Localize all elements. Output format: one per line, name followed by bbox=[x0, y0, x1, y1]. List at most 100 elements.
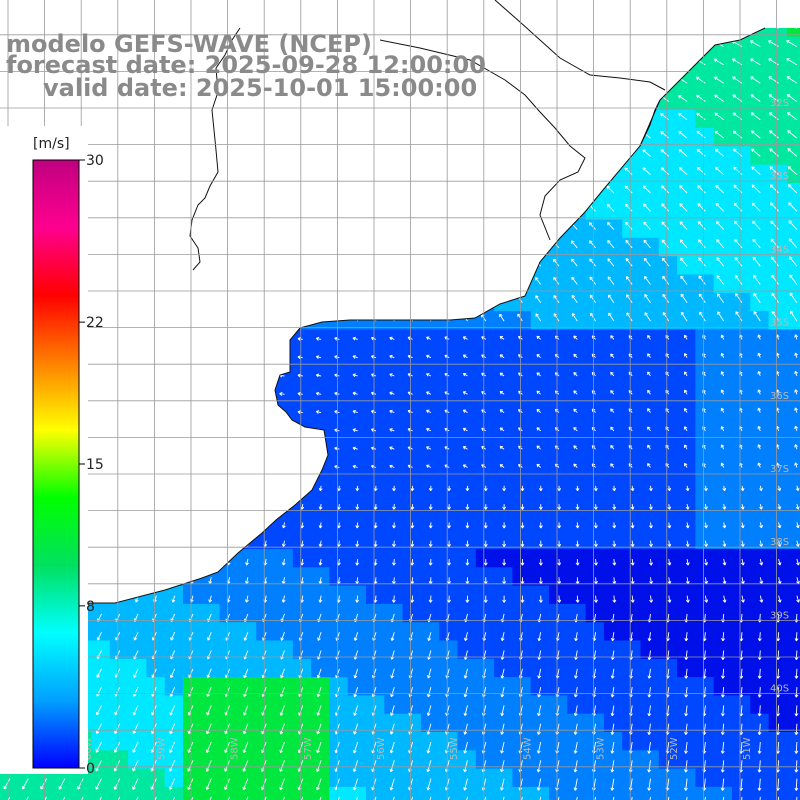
wind-arrow bbox=[245, 485, 250, 492]
field-cell bbox=[146, 146, 166, 166]
field-cell bbox=[329, 494, 349, 513]
field-cell bbox=[201, 329, 221, 349]
wind-arrow bbox=[777, 558, 782, 566]
field-cell bbox=[201, 695, 221, 715]
wind-arrow bbox=[624, 131, 633, 139]
wind-arrow bbox=[352, 464, 358, 469]
field-cell bbox=[292, 439, 312, 459]
wind-arrow bbox=[684, 426, 688, 432]
wind-arrow bbox=[462, 464, 468, 468]
wind-arrow bbox=[169, 723, 176, 735]
wind-arrow bbox=[496, 41, 505, 47]
wind-arrow bbox=[462, 336, 468, 340]
field-cell bbox=[512, 567, 532, 587]
wind-arrow bbox=[132, 447, 139, 452]
field-cell bbox=[366, 494, 385, 513]
valid-date: valid date: 2025-10-01 15:00:00 bbox=[43, 74, 478, 102]
field-cell bbox=[439, 603, 459, 623]
field-cell bbox=[384, 512, 404, 532]
field-cell bbox=[677, 494, 696, 513]
field-cell bbox=[128, 366, 147, 385]
field-cell bbox=[256, 311, 276, 330]
field-cell bbox=[512, 73, 532, 93]
field-cell bbox=[164, 402, 184, 422]
wind-arrow bbox=[172, 485, 176, 492]
field-cell bbox=[219, 164, 239, 184]
wind-arrow bbox=[684, 462, 688, 468]
wind-arrow bbox=[520, 540, 525, 547]
wind-arrow bbox=[98, 172, 103, 176]
wind-arrow bbox=[499, 372, 505, 377]
field-cell bbox=[439, 549, 459, 568]
wind-arrow bbox=[262, 316, 267, 322]
field-cell bbox=[475, 128, 495, 147]
wind-arrow bbox=[713, 28, 724, 29]
wind-arrow bbox=[351, 28, 358, 29]
wind-arrow bbox=[605, 41, 615, 47]
wind-arrow bbox=[334, 373, 340, 378]
field-cell bbox=[91, 567, 111, 587]
wind-arrow bbox=[624, 167, 633, 176]
wind-arrow bbox=[777, 522, 782, 529]
field-cell bbox=[183, 292, 202, 312]
field-cell bbox=[256, 183, 276, 202]
field-cell bbox=[183, 768, 202, 788]
field-cell bbox=[750, 28, 770, 38]
field-cell bbox=[439, 585, 459, 605]
wind-arrow bbox=[589, 240, 596, 249]
wind-arrow bbox=[794, 462, 798, 468]
field-cell bbox=[384, 732, 404, 751]
field-cell bbox=[274, 439, 294, 459]
wind-arrow bbox=[315, 391, 322, 396]
field-cell bbox=[567, 603, 587, 623]
wind-arrow bbox=[794, 741, 799, 754]
wind-arrow bbox=[552, 204, 560, 212]
field-cell bbox=[311, 585, 330, 605]
wind-arrow bbox=[281, 316, 285, 322]
wind-arrow bbox=[132, 429, 139, 434]
field-cell bbox=[311, 109, 330, 129]
field-cell bbox=[494, 658, 513, 678]
wind-arrow bbox=[150, 760, 157, 772]
field-cell bbox=[146, 640, 166, 660]
wind-arrow bbox=[647, 463, 651, 468]
field-cell bbox=[622, 28, 642, 38]
field-cell bbox=[549, 732, 568, 751]
wind-arrow bbox=[443, 169, 450, 176]
wind-arrow bbox=[662, 293, 670, 304]
field-cell bbox=[603, 73, 623, 93]
field-cell bbox=[237, 768, 257, 788]
wind-arrow bbox=[759, 503, 763, 510]
field-cell bbox=[786, 274, 800, 294]
field-cell bbox=[146, 201, 166, 221]
field-cell bbox=[274, 347, 294, 367]
wind-arrow bbox=[98, 135, 102, 140]
field-cell bbox=[110, 0, 129, 19]
field-cell bbox=[457, 713, 477, 733]
field-cell bbox=[786, 384, 800, 404]
field-cell bbox=[164, 732, 184, 751]
field-cell bbox=[109, 183, 129, 202]
wind-arrow bbox=[279, 760, 285, 772]
field-cell bbox=[768, 549, 788, 568]
field-cell bbox=[567, 786, 587, 800]
field-cell bbox=[146, 219, 166, 239]
field-cell bbox=[494, 695, 513, 715]
field-cell bbox=[109, 439, 129, 459]
wind-arrow bbox=[794, 407, 798, 413]
field-cell bbox=[256, 640, 276, 660]
field-cell bbox=[109, 201, 129, 221]
field-cell bbox=[530, 530, 550, 550]
field-cell bbox=[640, 640, 660, 660]
wind-arrow bbox=[353, 242, 359, 249]
field-cell bbox=[183, 146, 202, 166]
wind-arrow bbox=[21, 796, 29, 800]
wind-arrow bbox=[355, 540, 360, 547]
field-cell bbox=[219, 366, 239, 385]
wind-arrow bbox=[315, 115, 322, 121]
wind-arrow bbox=[135, 485, 140, 491]
wind-arrow bbox=[442, 42, 450, 47]
wind-arrow bbox=[389, 760, 395, 773]
field-cell bbox=[567, 73, 587, 93]
